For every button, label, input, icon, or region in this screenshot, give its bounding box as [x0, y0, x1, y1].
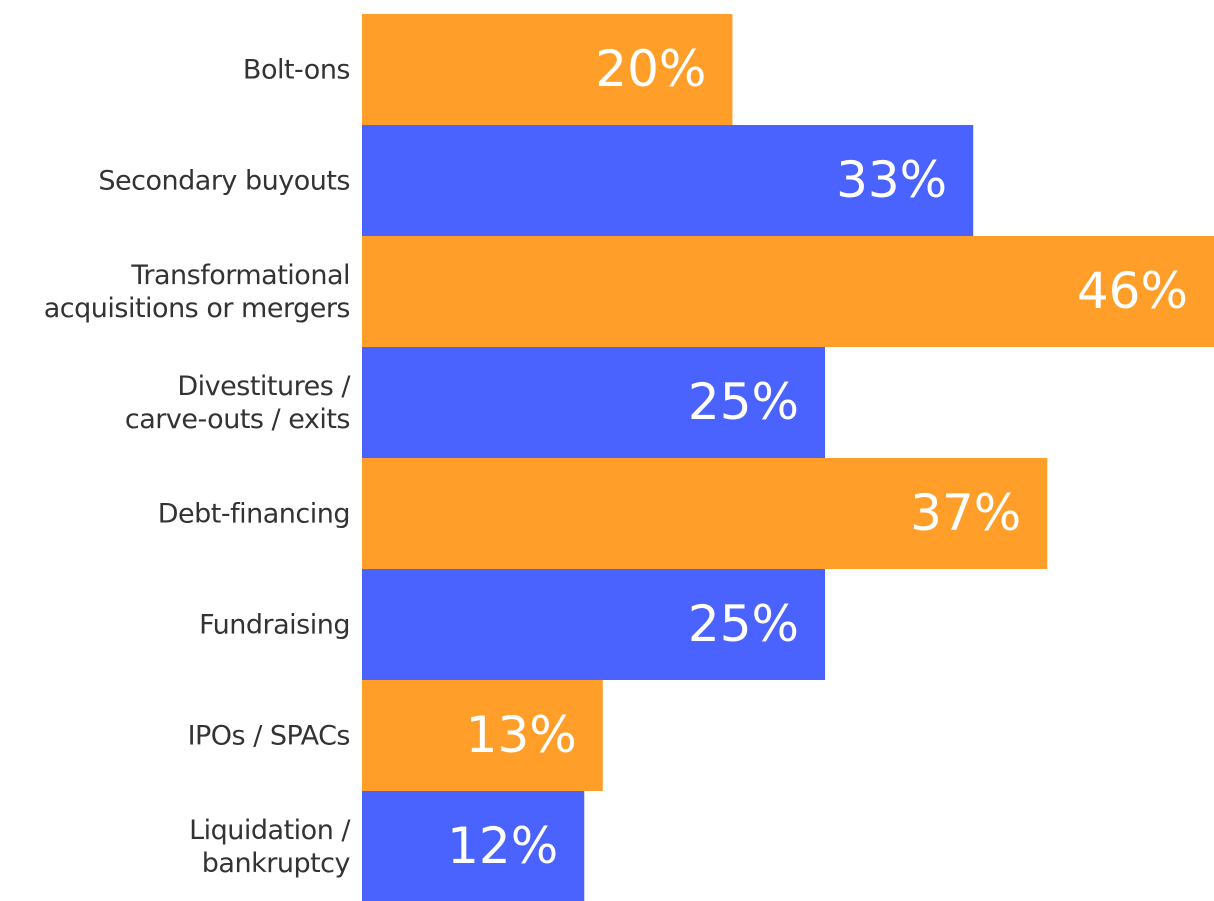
bar	[362, 680, 603, 791]
bar	[362, 569, 826, 680]
value-label: 13%	[466, 706, 577, 764]
value-label: 25%	[688, 373, 799, 431]
bar	[362, 458, 1048, 569]
value-label: 20%	[595, 40, 706, 98]
category-label: Divestitures / carve-outs / exits	[124, 370, 351, 435]
value-label: 37%	[910, 484, 1021, 542]
bar	[362, 236, 1214, 347]
value-label: 46%	[1077, 262, 1188, 320]
value-label: 25%	[688, 595, 799, 653]
value-label: 33%	[836, 151, 947, 209]
value-label: 12%	[447, 817, 558, 875]
bar	[362, 125, 974, 236]
category-label: Secondary buyouts	[98, 165, 350, 196]
category-label: IPOs / SPACs	[187, 720, 351, 751]
category-label: Transformational acquisitions or mergers	[43, 259, 351, 324]
bar	[362, 347, 826, 458]
category-label: Debt-financing	[157, 498, 351, 529]
category-label: Bolt-ons	[242, 54, 351, 85]
category-label: Liquidation / bankruptcy	[189, 814, 350, 879]
bar	[362, 14, 733, 125]
category-label: Fundraising	[199, 609, 350, 640]
bar	[362, 791, 585, 901]
